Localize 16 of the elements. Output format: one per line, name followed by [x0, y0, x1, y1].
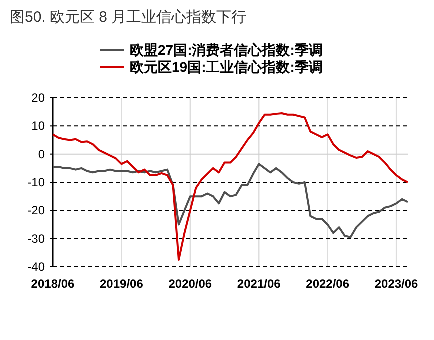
y-tick-label: 20: [32, 91, 46, 105]
x-tick-label: 2019/06: [100, 277, 144, 291]
x-tick-label: 2021/06: [237, 277, 282, 291]
y-tick-label: -30: [28, 232, 46, 246]
legend-label: 欧元区19国:工业信心指数:季调: [130, 59, 323, 75]
x-tick-label: 2023/06: [374, 277, 419, 291]
legend-label: 欧盟27国:消费者信心指数:季调: [130, 42, 323, 58]
y-tick-label: -10: [28, 176, 46, 190]
y-tick-label: 0: [38, 147, 46, 162]
y-tick-label: -20: [28, 204, 46, 218]
y-tick-label: 10: [32, 119, 46, 134]
x-tick-label: 2018/06: [31, 277, 76, 291]
title: 图50. 欧元区 8 月工业信心指数下行: [10, 9, 247, 26]
x-tick-label: 2020/06: [168, 277, 212, 291]
x-tick-label: 2022/06: [306, 277, 350, 291]
y-tick-label: -40: [28, 260, 46, 274]
